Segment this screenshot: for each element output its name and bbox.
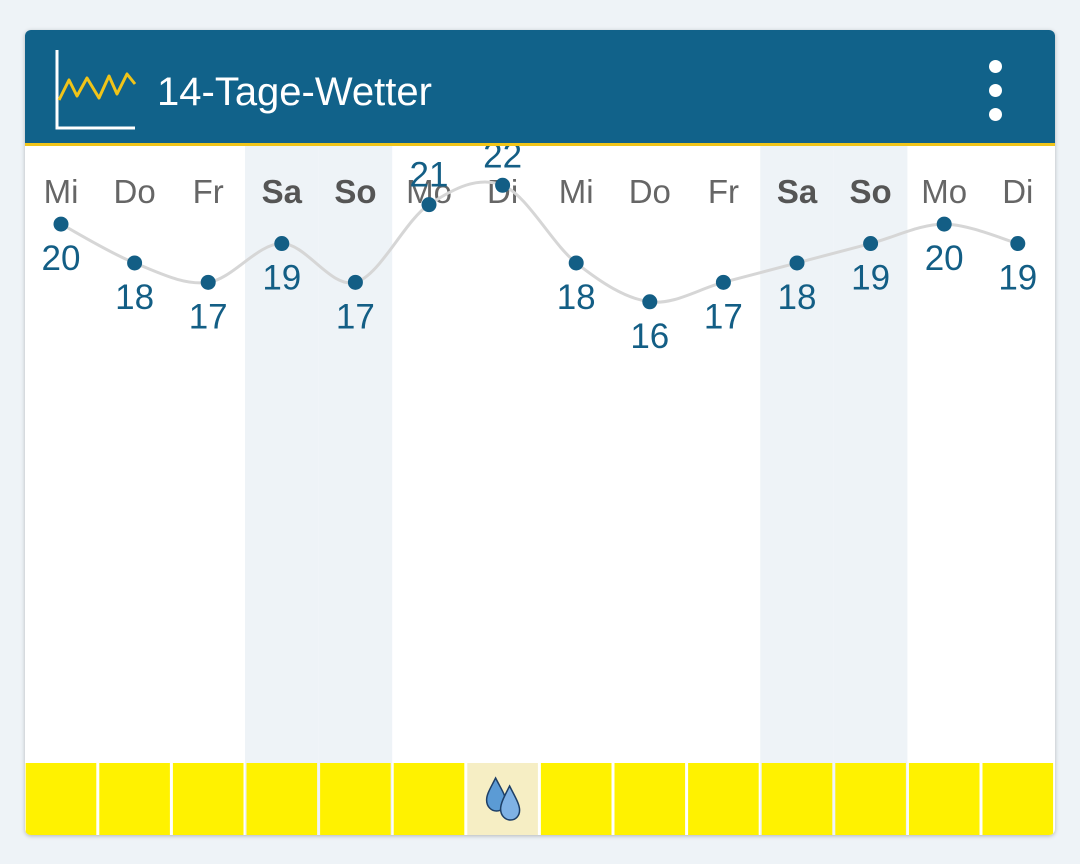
low-temp-label: 18	[778, 278, 817, 317]
low-temp-label: 21	[410, 156, 449, 195]
condition-cell	[246, 763, 318, 835]
condition-cell	[99, 763, 170, 835]
weekend-band	[318, 146, 393, 835]
low-temp-label: 18	[557, 278, 596, 317]
day-label: Di	[1002, 173, 1033, 210]
low-temp-point	[1010, 236, 1026, 252]
day-label: Mi	[44, 173, 79, 210]
weekend-band	[245, 146, 319, 835]
low-temp-point	[789, 255, 805, 271]
low-temp-label: 19	[851, 259, 890, 298]
condition-cell	[982, 763, 1054, 835]
low-temp-point	[274, 236, 290, 252]
day-label: Sa	[262, 173, 303, 210]
card-header: 14-Tage-Wetter	[25, 30, 1055, 146]
low-temp-label: 17	[704, 297, 743, 336]
low-temp-label: 19	[998, 259, 1037, 298]
line-chart-icon	[55, 50, 137, 130]
low-temp-label: 17	[336, 297, 375, 336]
low-temp-point	[127, 255, 143, 271]
low-temp-point	[642, 294, 658, 310]
low-temp-point	[347, 274, 363, 290]
more-options-button[interactable]	[973, 56, 1019, 126]
more-vertical-icon	[989, 108, 1002, 121]
low-temp-label: 17	[189, 297, 228, 336]
condition-cell	[688, 763, 759, 835]
day-label: Mo	[921, 173, 967, 210]
condition-cell	[835, 763, 906, 835]
weather-card: 14-Tage-Wetter MiDoFrSaSoMoDiMiDoFrSaSoM…	[25, 30, 1055, 835]
low-temp-point	[495, 177, 511, 193]
weekend-band	[760, 146, 834, 835]
day-label: So	[334, 173, 376, 210]
more-vertical-icon	[989, 60, 1002, 73]
condition-cell	[614, 763, 686, 835]
low-temp-point	[715, 274, 731, 290]
day-label: Sa	[777, 173, 818, 210]
day-label: Fr	[193, 173, 224, 210]
day-label: Do	[629, 173, 671, 210]
low-temp-label: 19	[262, 259, 301, 298]
low-temp-point	[421, 197, 437, 213]
condition-cell	[25, 763, 97, 835]
rain-drops-icon	[485, 776, 521, 821]
condition-cell	[540, 763, 612, 835]
low-temp-label: 20	[925, 239, 964, 278]
condition-cell	[320, 763, 391, 835]
low-temp-label: 22	[483, 146, 522, 175]
low-temp-point	[568, 255, 584, 271]
low-temp-point	[53, 216, 69, 232]
low-temp-line	[60, 180, 1019, 304]
condition-cell	[172, 763, 244, 835]
temperature-chart: MiDoFrSaSoMoDiMiDoFrSaSoMoDi 36303230323…	[25, 146, 1054, 835]
more-vertical-icon	[989, 84, 1002, 97]
page-title: 14-Tage-Wetter	[157, 70, 432, 114]
condition-cell	[908, 763, 980, 835]
low-temp-label: 18	[115, 278, 154, 317]
weekend-band	[833, 146, 908, 835]
day-label: So	[850, 173, 892, 210]
low-temp-point	[936, 216, 952, 232]
day-label: Mi	[559, 173, 594, 210]
day-label: Fr	[708, 173, 739, 210]
low-temp-point	[863, 236, 879, 252]
day-label: Do	[114, 173, 156, 210]
rain-drop-shape	[499, 784, 521, 821]
low-temp-label: 16	[630, 317, 669, 356]
low-temp-label: 20	[42, 239, 81, 278]
condition-cell	[761, 763, 833, 835]
low-temp-point	[200, 274, 216, 290]
condition-cell	[393, 763, 465, 835]
